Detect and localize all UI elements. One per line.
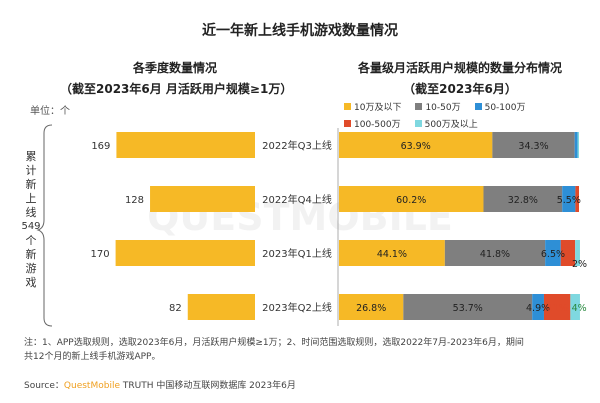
stacked-bar-segment <box>543 294 571 320</box>
brace-shape <box>36 124 53 327</box>
left-bar-group: 169 128 170 82 <box>91 132 255 320</box>
legend-item-4: 100-500万 <box>344 117 401 130</box>
footnote-line-1: 注：1、APP选取规则，选取2023年6月，月活跃用户规模≥1万；2、时间范围选… <box>24 338 524 348</box>
legend: 10万及以下 10-50万 50-100万 100-500万 500万及以上 <box>344 100 594 130</box>
stacked-bar-segment <box>575 186 579 212</box>
segment-label: 4% <box>572 303 587 314</box>
quarter-bar <box>116 132 255 158</box>
legend-item-3: 50-100万 <box>474 100 526 113</box>
stacked-bar-segment <box>403 294 533 320</box>
brace-char: 新 <box>25 178 37 191</box>
stacked-bar-segment <box>339 132 493 158</box>
segment-label: 63.9% <box>401 141 431 152</box>
segment-label: 11% <box>547 303 568 314</box>
segment-label: 4.9% <box>526 303 550 314</box>
segment-label: 26.8% <box>356 303 386 314</box>
stacked-bar-segment <box>444 240 546 266</box>
quarter-bar-value: 170 <box>91 249 110 260</box>
legend-item-5: 500万及以上 <box>414 117 478 130</box>
left-subtitle-line-1: 各季度数量情况 <box>132 61 217 75</box>
legend-swatch-2 <box>415 103 423 110</box>
brace-char: 计 <box>25 164 37 177</box>
legend-label-5: 500万及以上 <box>424 120 478 130</box>
segment-label: 34.3% <box>518 141 548 152</box>
legend-label-4: 100-500万 <box>354 120 401 130</box>
left-subtitle-line-2: （截至2023年6月 月活跃用户规模≥1万） <box>60 82 293 96</box>
segment-label: 2% <box>572 259 587 270</box>
legend-item-1: 10万及以下 <box>344 100 401 113</box>
footnote: 注：1、APP选取规则，选取2023年6月，月活跃用户规模≥1万；2、时间范围选… <box>24 336 594 364</box>
right-subtitle: 各量级月活跃用户规模的数量分布情况 （截至2023年6月） <box>330 58 590 100</box>
right-subtitle-line-2: （截至2023年6月） <box>403 82 517 96</box>
legend-item-2: 10-50万 <box>415 100 461 113</box>
brace-char: 新 <box>25 248 37 261</box>
source-prefix: Source： <box>24 381 64 391</box>
segment-label: 60.2% <box>396 195 426 206</box>
category-labels: 2022年Q3上线 2022年Q4上线 2023年Q1上线 2023年Q2上线 <box>262 139 332 314</box>
legend-label-2: 10-50万 <box>425 103 461 113</box>
stacked-bar-segment <box>492 132 575 158</box>
quarter-bar-value: 128 <box>125 195 144 206</box>
quarter-bar <box>150 186 255 212</box>
stacked-bar-segment <box>532 294 544 320</box>
legend-swatch-1 <box>344 103 351 110</box>
category-label: 2023年Q1上线 <box>262 247 332 260</box>
brace-char: 个 <box>25 234 37 247</box>
brace-char: 游 <box>25 262 37 275</box>
stacked-bar-segment <box>574 132 578 158</box>
segment-label: 6% <box>560 243 575 254</box>
left-subtitle: 各季度数量情况 （截至2023年6月 月活跃用户规模≥1万） <box>60 58 293 100</box>
brace-char: 累 <box>25 150 37 163</box>
stacked-bar-segment <box>483 186 563 212</box>
segment-label: 5.5% <box>557 195 581 206</box>
brace-char: 线 <box>25 206 37 219</box>
segment-label: 41.8% <box>480 249 510 260</box>
brace-char: 549 <box>21 221 41 232</box>
stacked-bar-segment <box>545 240 561 266</box>
page-title: 近一年新上线手机游戏数量情况 <box>202 23 398 39</box>
category-label: 2022年Q4上线 <box>262 193 332 206</box>
segment-label: 6.5% <box>541 249 565 260</box>
stacked-bar-segment <box>339 294 404 320</box>
brace-label: 累 计 新 上 线 549 个 新 游 戏 <box>21 150 41 290</box>
stacked-bar-segment <box>575 240 580 266</box>
unit-label: 单位：个 <box>30 106 70 117</box>
segment-label: 53.7% <box>453 303 483 314</box>
legend-swatch-5 <box>414 120 422 127</box>
brace-char: 上 <box>25 192 37 205</box>
legend-label-1: 10万及以下 <box>354 103 402 113</box>
quarter-bar-value: 169 <box>91 141 110 152</box>
legend-swatch-3 <box>474 103 482 110</box>
source-line: Source：QuestMobile TRUTH 中国移动互联网数据库 2023… <box>24 378 296 391</box>
source-text: TRUTH 中国移动互联网数据库 2023年6月 <box>120 381 296 391</box>
quarter-bar <box>115 240 255 266</box>
legend-label-3: 50-100万 <box>484 103 526 113</box>
brace-char: 戏 <box>25 276 37 289</box>
right-subtitle-line-1: 各量级月活跃用户规模的数量分布情况 <box>357 61 562 75</box>
quarter-bar <box>187 294 255 320</box>
source-brand: QuestMobile <box>63 381 120 391</box>
stacked-bar-segment <box>339 186 484 212</box>
segment-label: 32.8% <box>508 195 538 206</box>
legend-swatch-4 <box>344 120 351 127</box>
stacked-bar-segment <box>339 240 445 266</box>
stacked-bar-group: 63.9% 34.3% 60.2% 32.8% 5.5% 44.1% 41.8% 6.5%6%… <box>339 132 587 320</box>
stacked-bar-segment <box>562 186 576 212</box>
stacked-bar-segment <box>570 294 580 320</box>
category-label: 2023年Q2上线 <box>262 301 332 314</box>
quarter-bar-value: 82 <box>169 303 182 314</box>
segment-label: 44.1% <box>377 249 407 260</box>
stacked-bar-segment <box>577 132 579 158</box>
category-label: 2022年Q3上线 <box>262 139 332 152</box>
stacked-bar-segment <box>560 240 576 266</box>
footnote-line-2: 共12个月的新上线手机游戏APP。 <box>24 352 161 362</box>
